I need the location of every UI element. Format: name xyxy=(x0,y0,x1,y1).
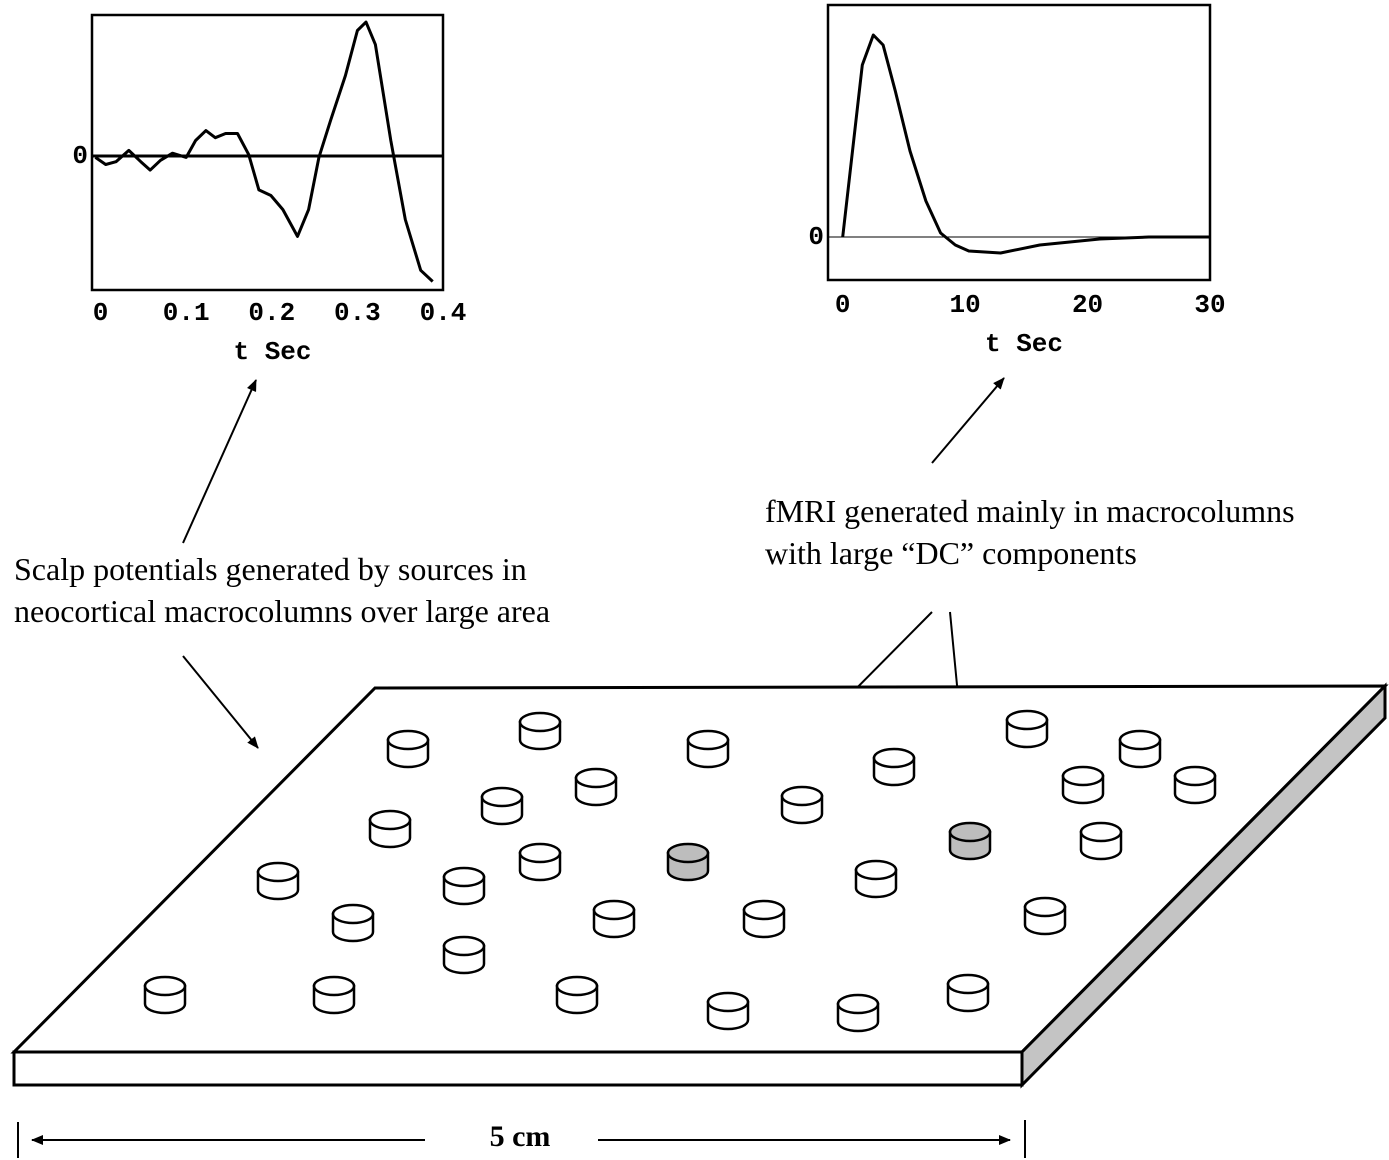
column-top xyxy=(480,786,524,808)
scalp-note: neocortical macrocolumns over large area xyxy=(14,593,550,629)
macrocolumn xyxy=(574,767,618,807)
macrocolumn xyxy=(386,729,430,769)
column-top xyxy=(1079,821,1123,843)
column-top xyxy=(256,861,300,883)
macrocolumn xyxy=(780,785,824,825)
column-top xyxy=(872,747,916,769)
macrocolumn xyxy=(872,747,916,787)
x-tick-label: 10 xyxy=(950,290,981,320)
y-tick-label: 0 xyxy=(72,141,88,171)
slab-side xyxy=(1020,682,1387,1089)
x-tick-label: 0.2 xyxy=(248,298,295,328)
column-top xyxy=(442,935,486,957)
macrocolumn xyxy=(555,975,599,1015)
macrocolumn xyxy=(742,899,786,939)
scalp-note: Scalp potentials generated by sources in xyxy=(14,551,527,587)
column-top xyxy=(1118,729,1162,751)
macrocolumn xyxy=(948,821,992,861)
macrocolumn xyxy=(1061,765,1105,805)
column-top xyxy=(1023,896,1067,918)
macrocolumn xyxy=(331,903,375,943)
y-tick-label: 0 xyxy=(808,222,824,252)
column-top xyxy=(1173,765,1217,787)
plot-frame xyxy=(90,13,445,292)
macrocolumn xyxy=(686,729,730,769)
x-tick-label: 0.3 xyxy=(334,298,381,328)
macrocolumn xyxy=(312,975,356,1015)
column-top xyxy=(386,729,430,751)
column-top xyxy=(331,903,375,925)
column-top xyxy=(1061,765,1105,787)
chart: 0 0 0.1 0.2 0.3 0.4 t Sec xyxy=(72,13,467,367)
x-tick-label: 0.1 xyxy=(163,298,210,328)
macrocolumn xyxy=(256,861,300,901)
column-top xyxy=(368,809,412,831)
x-tick-label: 0 xyxy=(835,290,851,320)
line xyxy=(841,33,1210,255)
macrocolumn xyxy=(1005,709,1049,749)
plot-frame xyxy=(826,3,1212,282)
macrocolumn xyxy=(518,711,562,751)
macrocolumn xyxy=(706,991,750,1031)
column-top xyxy=(442,866,486,888)
arrow xyxy=(931,377,1005,464)
x-axis-label: t Sec xyxy=(233,337,311,367)
macrocolumn xyxy=(518,842,562,882)
macrocolumn xyxy=(666,842,710,882)
column-top xyxy=(666,842,710,864)
column-top xyxy=(312,975,356,997)
column-top xyxy=(742,899,786,921)
x-tick-label: 20 xyxy=(1072,290,1103,320)
macrocolumn xyxy=(1079,821,1123,861)
fmri-note: fMRI generated mainly in macrocolumns xyxy=(765,493,1295,529)
macrocolumn xyxy=(442,935,486,975)
column-top xyxy=(143,975,187,997)
scale-label: 5 cm xyxy=(490,1120,551,1153)
slab-front xyxy=(12,1050,1024,1087)
column-top xyxy=(854,859,898,881)
macrocolumn xyxy=(442,866,486,906)
column-top xyxy=(518,711,562,733)
column-top xyxy=(946,973,990,995)
line xyxy=(94,20,434,283)
fmri-note: with large “DC” components xyxy=(765,535,1137,571)
macrocolumn xyxy=(368,809,412,849)
column-top xyxy=(836,993,880,1015)
macrocolumn xyxy=(1173,765,1217,805)
column-top xyxy=(706,991,750,1013)
scale-bar xyxy=(17,1120,1026,1158)
arrow xyxy=(182,655,259,749)
column-top xyxy=(686,729,730,751)
macrocolumn xyxy=(143,975,187,1015)
macrocolumn xyxy=(480,786,524,826)
column-top xyxy=(574,767,618,789)
macrocolumn xyxy=(836,993,880,1033)
column-top xyxy=(948,821,992,843)
arrow xyxy=(182,379,257,544)
column-top xyxy=(1005,709,1049,731)
macrocolumn xyxy=(946,973,990,1013)
column-top xyxy=(592,899,636,921)
x-tick-label: 0 xyxy=(93,298,109,328)
column-top xyxy=(780,785,824,807)
column-top xyxy=(555,975,599,997)
macrocolumn xyxy=(592,899,636,939)
macrocolumn xyxy=(1023,896,1067,936)
macrocolumns xyxy=(143,709,1217,1033)
x-axis-label: t Sec xyxy=(985,329,1063,359)
macrocolumn xyxy=(854,859,898,899)
chart: 0 0 10 20 30 t Sec xyxy=(808,3,1226,359)
column-top xyxy=(518,842,562,864)
macrocolumn xyxy=(1118,729,1162,769)
x-tick-label: 30 xyxy=(1194,290,1225,320)
x-tick-label: 0.4 xyxy=(420,298,467,328)
